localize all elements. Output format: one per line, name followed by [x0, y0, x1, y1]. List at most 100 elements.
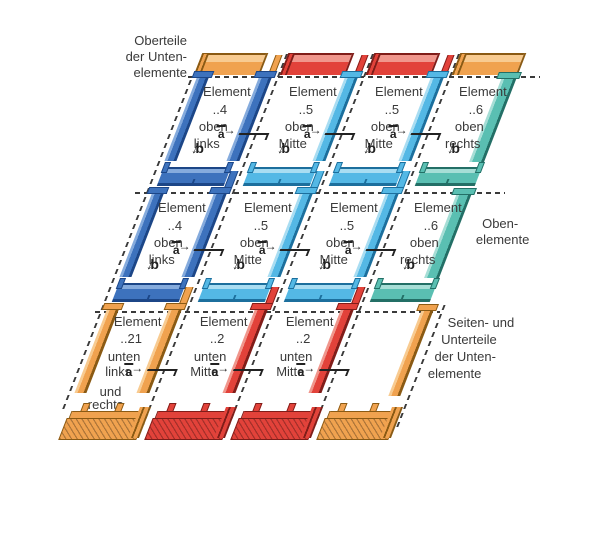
- bottom-rail: [369, 278, 441, 302]
- element-label-line: ..21: [120, 331, 142, 346]
- dim-b-letter: b: [149, 256, 159, 272]
- arrow-right-icon: →: [264, 239, 277, 253]
- bottom-rail-end-tab: [246, 162, 258, 173]
- dim-b-letter: b: [366, 140, 376, 156]
- rail-top-flange: [496, 72, 522, 79]
- dim-a-label: a→: [378, 123, 408, 141]
- element-label-line: Element: [113, 314, 162, 329]
- element-label-line: Element: [375, 84, 423, 99]
- bottom-rail: [197, 278, 276, 302]
- element-label-line: ..5: [298, 102, 314, 117]
- bottom-rail-notch: [399, 295, 405, 302]
- element-label-line: unten: [279, 349, 313, 364]
- bottom-rail: [156, 162, 235, 186]
- label-seiten-unterteile-line: Seiten- und: [447, 315, 515, 330]
- rail-top-flange: [249, 303, 274, 310]
- element-label-line: Element: [289, 84, 337, 99]
- bottom-rail-end-tab: [332, 162, 344, 173]
- bottom-rail-end-tab: [160, 162, 172, 173]
- rail-top-flange: [191, 71, 215, 78]
- element-label-line: Element: [203, 84, 251, 99]
- dim-a-label: a→: [285, 361, 315, 379]
- arrow-right-icon: →: [309, 123, 322, 137]
- element-label-line: Element: [158, 200, 206, 215]
- element-label-line: ..5: [384, 102, 400, 117]
- rail-top-flange: [451, 188, 477, 195]
- dim-a-label: a→: [247, 239, 277, 257]
- dim-a-label: a→: [206, 123, 236, 141]
- label-line: elemente: [133, 65, 187, 80]
- bottom-rail: [414, 162, 486, 186]
- bottom-rail-end-tab: [474, 162, 486, 173]
- element-label-line: ..4: [167, 218, 183, 233]
- bottom-rail-notch: [190, 179, 195, 186]
- element-label-line: oben: [454, 119, 484, 134]
- bottom-rail-notch: [362, 179, 367, 186]
- apron-lip: [68, 411, 142, 418]
- apron-lip: [326, 411, 394, 418]
- dashed-row-line-3: [95, 311, 440, 313]
- bottom-rail-notch: [145, 295, 150, 302]
- dim-b-letter: b: [405, 256, 415, 272]
- rail-top-flange: [101, 303, 125, 310]
- dim-b-letter: b: [280, 140, 290, 156]
- label-seiten-unterteile-line: der Unten-: [434, 349, 496, 364]
- apron-lip: [154, 411, 228, 418]
- apron: [230, 403, 324, 440]
- bottom-rail-end-tab: [373, 278, 385, 289]
- dim-a-label: a→: [199, 361, 229, 379]
- element-label-line: ..2: [209, 331, 225, 346]
- rail-top-flange: [425, 71, 450, 78]
- label-oberteile-der-untenelemente: Oberteile der Unten- elemente: [40, 33, 187, 81]
- rail-top-flange: [146, 187, 170, 194]
- rail-top-flange: [335, 303, 360, 310]
- label-obenelemente-line: elemente: [475, 232, 530, 247]
- dim-b-letter: b: [321, 256, 331, 272]
- dim-a-label: a→: [161, 239, 191, 257]
- rail-top-flange: [380, 187, 405, 194]
- element-label-line: Element: [199, 314, 248, 329]
- label-line: Oberteile: [134, 33, 187, 48]
- arrow-right-icon: →: [303, 361, 316, 375]
- rail-top-flange: [416, 304, 439, 311]
- label-line: der Unten-: [125, 49, 187, 64]
- rail-top-flange: [208, 187, 233, 194]
- element-label-line: unten: [107, 349, 141, 364]
- arrow-right-icon: →: [223, 123, 236, 137]
- dim-a-label: a→: [333, 239, 363, 257]
- apron-lip: [240, 411, 314, 418]
- dim-b-letter: b: [194, 140, 204, 156]
- element-label-line: Element: [244, 200, 292, 215]
- label-obenelemente-line: Oben-: [482, 216, 519, 231]
- apron: [58, 403, 152, 440]
- arrow-right-icon: →: [350, 239, 363, 253]
- element-label-line: ..4: [212, 102, 228, 117]
- dim-a-label: a→: [292, 123, 322, 141]
- apron: [316, 403, 404, 440]
- dim-a-label: a→: [113, 361, 143, 379]
- rail-top-flange: [339, 71, 364, 78]
- arrow-right-icon: →: [395, 123, 408, 137]
- bottom-rail-end-tab: [418, 162, 430, 173]
- element-label-line: Element: [285, 314, 334, 329]
- element-label-line: Element: [459, 84, 507, 99]
- element-label-line: ..6: [423, 218, 439, 233]
- element-label-line: ..5: [253, 218, 269, 233]
- rail-top-flange: [163, 303, 188, 310]
- bottom-rail: [328, 162, 407, 186]
- element-label-line: Element: [414, 200, 462, 215]
- element-label-line: oben: [409, 235, 439, 250]
- arrow-right-icon: →: [178, 239, 191, 253]
- bottom-rail: [283, 278, 362, 302]
- rail-top-flange: [253, 71, 278, 78]
- arrow-right-icon: →: [217, 361, 230, 375]
- rail-top-flange: [294, 187, 319, 194]
- element-label-line: Element: [330, 200, 378, 215]
- bottom-rail-end-tab: [115, 278, 127, 289]
- bottom-rail-notch: [231, 295, 236, 302]
- bottom-rail-notch: [276, 179, 281, 186]
- dim-b-letter: b: [450, 140, 460, 156]
- label-seiten-unterteile-line: elemente: [427, 366, 482, 381]
